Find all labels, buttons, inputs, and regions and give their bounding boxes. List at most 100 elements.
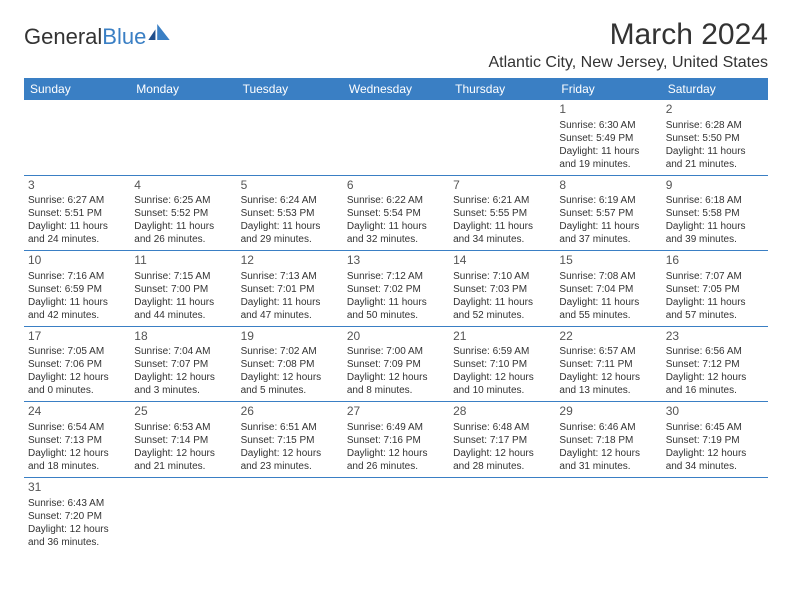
- sunset-text: Sunset: 5:55 PM: [453, 207, 551, 220]
- calendar-empty-cell: [237, 477, 343, 552]
- weekday-header: Saturday: [662, 78, 768, 100]
- daylight-text: and 39 minutes.: [666, 233, 764, 246]
- calendar-day-cell: 18Sunrise: 7:04 AMSunset: 7:07 PMDayligh…: [130, 326, 236, 402]
- daylight-text: and 34 minutes.: [453, 233, 551, 246]
- location: Atlantic City, New Jersey, United States: [488, 54, 768, 72]
- logo: GeneralBlue: [24, 18, 170, 50]
- daylight-text: Daylight: 11 hours: [453, 220, 551, 233]
- day-number: 9: [666, 178, 764, 194]
- calendar-day-cell: 24Sunrise: 6:54 AMSunset: 7:13 PMDayligh…: [24, 402, 130, 478]
- calendar-day-cell: 31Sunrise: 6:43 AMSunset: 7:20 PMDayligh…: [24, 477, 130, 552]
- day-number: 13: [347, 253, 445, 269]
- daylight-text: and 42 minutes.: [28, 309, 126, 322]
- sunrise-text: Sunrise: 6:48 AM: [453, 421, 551, 434]
- calendar-empty-cell: [343, 477, 449, 552]
- calendar-day-cell: 23Sunrise: 6:56 AMSunset: 7:12 PMDayligh…: [662, 326, 768, 402]
- daylight-text: and 26 minutes.: [134, 233, 232, 246]
- calendar-row: 10Sunrise: 7:16 AMSunset: 6:59 PMDayligh…: [24, 251, 768, 327]
- daylight-text: Daylight: 12 hours: [347, 371, 445, 384]
- sunset-text: Sunset: 7:20 PM: [28, 510, 126, 523]
- daylight-text: and 37 minutes.: [559, 233, 657, 246]
- daylight-text: Daylight: 12 hours: [666, 447, 764, 460]
- sunrise-text: Sunrise: 7:15 AM: [134, 270, 232, 283]
- daylight-text: Daylight: 11 hours: [666, 296, 764, 309]
- calendar-empty-cell: [662, 477, 768, 552]
- calendar-day-cell: 15Sunrise: 7:08 AMSunset: 7:04 PMDayligh…: [555, 251, 661, 327]
- daylight-text: and 28 minutes.: [453, 460, 551, 473]
- daylight-text: Daylight: 12 hours: [453, 447, 551, 460]
- sunset-text: Sunset: 7:12 PM: [666, 358, 764, 371]
- calendar-empty-cell: [449, 477, 555, 552]
- daylight-text: and 31 minutes.: [559, 460, 657, 473]
- sunrise-text: Sunrise: 7:08 AM: [559, 270, 657, 283]
- calendar-empty-cell: [24, 100, 130, 175]
- sunrise-text: Sunrise: 7:07 AM: [666, 270, 764, 283]
- day-number: 7: [453, 178, 551, 194]
- sunrise-text: Sunrise: 6:59 AM: [453, 345, 551, 358]
- logo-text-1: General: [24, 24, 102, 50]
- daylight-text: Daylight: 12 hours: [241, 447, 339, 460]
- calendar-day-cell: 29Sunrise: 6:46 AMSunset: 7:18 PMDayligh…: [555, 402, 661, 478]
- daylight-text: and 26 minutes.: [347, 460, 445, 473]
- daylight-text: and 10 minutes.: [453, 384, 551, 397]
- sunrise-text: Sunrise: 6:21 AM: [453, 194, 551, 207]
- daylight-text: and 50 minutes.: [347, 309, 445, 322]
- day-number: 4: [134, 178, 232, 194]
- sunset-text: Sunset: 7:02 PM: [347, 283, 445, 296]
- calendar-day-cell: 13Sunrise: 7:12 AMSunset: 7:02 PMDayligh…: [343, 251, 449, 327]
- daylight-text: Daylight: 12 hours: [134, 447, 232, 460]
- calendar-empty-cell: [130, 477, 236, 552]
- daylight-text: and 52 minutes.: [453, 309, 551, 322]
- sunset-text: Sunset: 7:14 PM: [134, 434, 232, 447]
- sunset-text: Sunset: 7:04 PM: [559, 283, 657, 296]
- sunset-text: Sunset: 7:06 PM: [28, 358, 126, 371]
- daylight-text: Daylight: 12 hours: [559, 447, 657, 460]
- weekday-header: Thursday: [449, 78, 555, 100]
- daylight-text: Daylight: 12 hours: [347, 447, 445, 460]
- sunrise-text: Sunrise: 6:18 AM: [666, 194, 764, 207]
- daylight-text: and 44 minutes.: [134, 309, 232, 322]
- weekday-header: Wednesday: [343, 78, 449, 100]
- calendar-day-cell: 7Sunrise: 6:21 AMSunset: 5:55 PMDaylight…: [449, 175, 555, 251]
- calendar-day-cell: 11Sunrise: 7:15 AMSunset: 7:00 PMDayligh…: [130, 251, 236, 327]
- daylight-text: and 57 minutes.: [666, 309, 764, 322]
- calendar-day-cell: 16Sunrise: 7:07 AMSunset: 7:05 PMDayligh…: [662, 251, 768, 327]
- calendar-day-cell: 1Sunrise: 6:30 AMSunset: 5:49 PMDaylight…: [555, 100, 661, 175]
- daylight-text: Daylight: 12 hours: [134, 371, 232, 384]
- sunrise-text: Sunrise: 6:46 AM: [559, 421, 657, 434]
- calendar-day-cell: 19Sunrise: 7:02 AMSunset: 7:08 PMDayligh…: [237, 326, 343, 402]
- daylight-text: and 8 minutes.: [347, 384, 445, 397]
- calendar-day-cell: 30Sunrise: 6:45 AMSunset: 7:19 PMDayligh…: [662, 402, 768, 478]
- day-number: 14: [453, 253, 551, 269]
- sunrise-text: Sunrise: 7:10 AM: [453, 270, 551, 283]
- sunset-text: Sunset: 7:16 PM: [347, 434, 445, 447]
- daylight-text: and 21 minutes.: [134, 460, 232, 473]
- daylight-text: and 21 minutes.: [666, 158, 764, 171]
- day-number: 15: [559, 253, 657, 269]
- sunset-text: Sunset: 7:17 PM: [453, 434, 551, 447]
- daylight-text: Daylight: 11 hours: [666, 220, 764, 233]
- daylight-text: and 5 minutes.: [241, 384, 339, 397]
- daylight-text: Daylight: 11 hours: [28, 220, 126, 233]
- day-number: 12: [241, 253, 339, 269]
- daylight-text: and 19 minutes.: [559, 158, 657, 171]
- daylight-text: and 13 minutes.: [559, 384, 657, 397]
- calendar-day-cell: 10Sunrise: 7:16 AMSunset: 6:59 PMDayligh…: [24, 251, 130, 327]
- day-number: 28: [453, 404, 551, 420]
- calendar-row: 24Sunrise: 6:54 AMSunset: 7:13 PMDayligh…: [24, 402, 768, 478]
- day-number: 23: [666, 329, 764, 345]
- sunset-text: Sunset: 5:49 PM: [559, 132, 657, 145]
- calendar-row: 3Sunrise: 6:27 AMSunset: 5:51 PMDaylight…: [24, 175, 768, 251]
- calendar-day-cell: 8Sunrise: 6:19 AMSunset: 5:57 PMDaylight…: [555, 175, 661, 251]
- daylight-text: and 29 minutes.: [241, 233, 339, 246]
- sunset-text: Sunset: 7:08 PM: [241, 358, 339, 371]
- logo-text-2: Blue: [102, 24, 146, 50]
- calendar-day-cell: 20Sunrise: 7:00 AMSunset: 7:09 PMDayligh…: [343, 326, 449, 402]
- weekday-header: Monday: [130, 78, 236, 100]
- day-number: 11: [134, 253, 232, 269]
- calendar-day-cell: 26Sunrise: 6:51 AMSunset: 7:15 PMDayligh…: [237, 402, 343, 478]
- day-number: 18: [134, 329, 232, 345]
- daylight-text: Daylight: 12 hours: [666, 371, 764, 384]
- sunrise-text: Sunrise: 7:02 AM: [241, 345, 339, 358]
- day-number: 25: [134, 404, 232, 420]
